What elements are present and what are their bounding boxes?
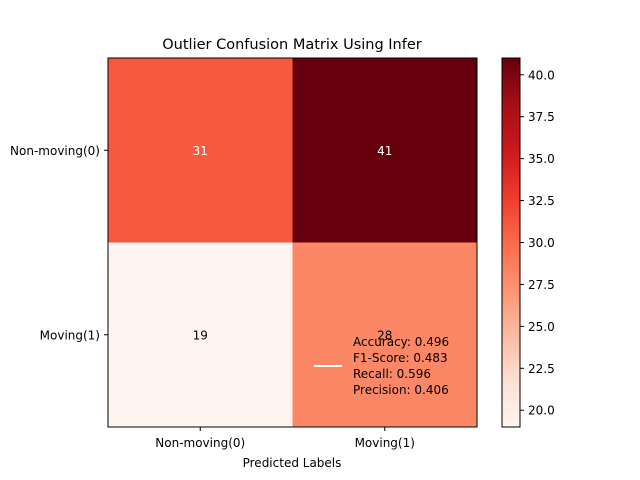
cell-value-label: 28 [377, 328, 392, 342]
x-axis: Non-moving(0) Moving(1) [155, 427, 415, 450]
plot-frame [107, 57, 478, 428]
colorbar-tick-label: 20.0 [528, 404, 555, 418]
colorbar-tick-label: 30.0 [528, 236, 555, 250]
legend: Accuracy: 0.496 F1-Score: 0.483 Recall: 0.… [314, 335, 449, 397]
heatmap-cell [108, 242, 293, 427]
legend-entry: Precision: 0.406 [353, 383, 449, 397]
colorbar-tick-label: 25.0 [528, 320, 555, 334]
y-tick-label: Non-moving(0) [10, 144, 100, 158]
y-tick-label: Moving(1) [40, 328, 100, 342]
colorbar [501, 57, 521, 428]
legend-entry: F1-Score: 0.483 [353, 351, 448, 365]
cell-value-label: 19 [193, 328, 208, 342]
cell-value-label: 31 [193, 144, 208, 158]
cell-value-label: 41 [377, 144, 392, 158]
x-tick-label: Non-moving(0) [155, 436, 245, 450]
heatmap-cells: 31 41 19 28 [108, 58, 477, 427]
legend-entry: Recall: 0.596 [353, 367, 431, 381]
chart-title: Outlier Confusion Matrix Using Infer [162, 37, 422, 53]
y-axis: Non-moving(0) Moving(1) [10, 144, 108, 342]
colorbar-tick-label: 40.0 [528, 68, 555, 82]
colorbar-axis: 20.0 22.5 25.0 27.5 30.0 32.5 35.0 37.5 40.0 [520, 68, 555, 418]
x-axis-label: Predicted Labels [243, 456, 342, 470]
colorbar-tick-label: 35.0 [528, 152, 555, 166]
colorbar-tick-label: 32.5 [528, 194, 555, 208]
heatmap-cell [108, 58, 293, 243]
heatmap-cell [292, 58, 477, 243]
x-tick-label: Moving(1) [355, 436, 415, 450]
colorbar-tick-label: 22.5 [528, 362, 555, 376]
colorbar-tick-label: 37.5 [528, 110, 555, 124]
heatmap-cell [292, 242, 477, 427]
legend-entry: Accuracy: 0.496 [353, 335, 449, 349]
colorbar-tick-label: 27.5 [528, 278, 555, 292]
